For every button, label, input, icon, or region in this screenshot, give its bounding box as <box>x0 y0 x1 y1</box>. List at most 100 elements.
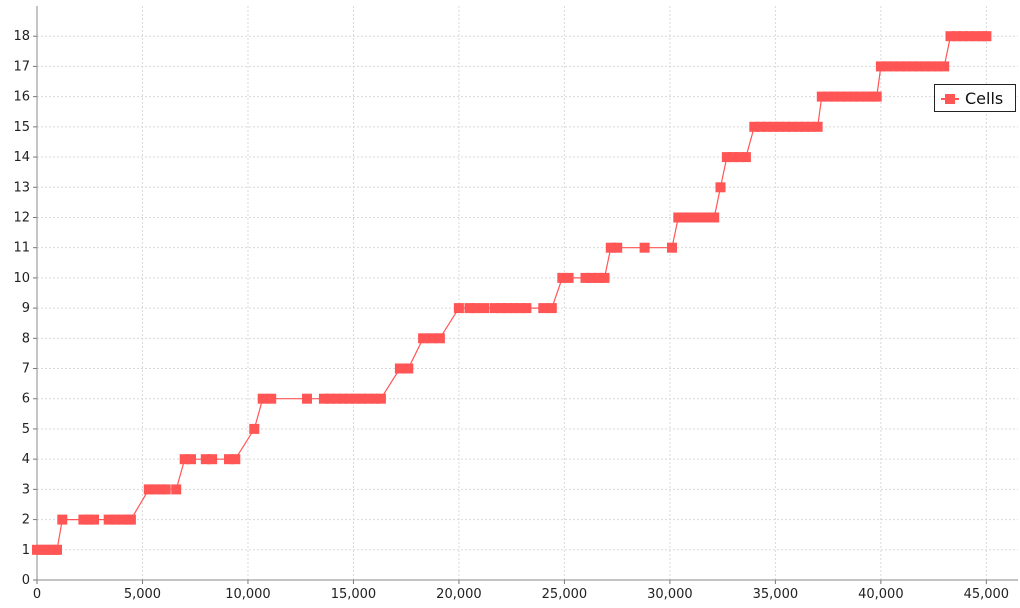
data-point-29 <box>302 393 312 404</box>
data-point-66 <box>667 242 677 253</box>
x-tick-label: 30,000 <box>647 587 693 602</box>
data-point-86 <box>793 121 804 132</box>
data-point-40 <box>394 363 405 374</box>
data-point-110 <box>939 61 950 72</box>
data-point-114 <box>964 31 975 42</box>
data-point-74 <box>715 182 726 193</box>
data-point-85 <box>787 121 798 132</box>
data-point-83 <box>774 121 785 132</box>
x-tick-label: 45,000 <box>964 587 1010 602</box>
y-tick-label: 14 <box>13 150 30 165</box>
data-point-107 <box>920 61 931 72</box>
x-tick-label: 20,000 <box>436 587 482 602</box>
data-point-6 <box>57 514 68 525</box>
legend-label-cells: Cells <box>965 89 1004 108</box>
data-point-45 <box>453 303 464 314</box>
data-point-16 <box>150 484 161 495</box>
data-point-79 <box>749 121 760 132</box>
y-tick-label: 0 <box>22 573 30 588</box>
data-point-12 <box>116 514 127 525</box>
legend: Cells <box>934 84 1016 112</box>
data-point-21 <box>186 454 196 465</box>
data-point-106 <box>913 61 924 72</box>
y-tick-label: 18 <box>13 29 30 44</box>
data-point-33 <box>337 393 348 404</box>
data-point-100 <box>875 61 886 72</box>
data-point-7 <box>78 514 89 525</box>
data-point-95 <box>848 91 859 102</box>
data-point-94 <box>842 91 853 102</box>
data-point-82 <box>768 121 779 132</box>
data-point-59 <box>580 272 591 283</box>
data-point-14 <box>125 514 136 525</box>
data-point-62 <box>599 272 610 283</box>
y-tick-label: 9 <box>22 301 30 316</box>
legend-square-marker <box>945 94 955 104</box>
y-tick-label: 4 <box>22 452 30 467</box>
data-point-41 <box>403 363 414 374</box>
data-point-49 <box>489 303 500 314</box>
data-point-28 <box>266 393 277 404</box>
data-point-25 <box>230 454 241 465</box>
data-point-117 <box>981 31 992 42</box>
data-point-43 <box>426 333 437 344</box>
data-point-108 <box>926 61 937 72</box>
data-point-48 <box>479 303 490 314</box>
data-point-60 <box>586 272 597 283</box>
x-tick-label: 5,000 <box>124 587 161 602</box>
data-point-10 <box>103 514 114 525</box>
x-tick-label: 10,000 <box>225 587 271 602</box>
data-point-75 <box>721 152 732 163</box>
y-tick-label: 2 <box>22 513 30 528</box>
data-point-19 <box>171 484 182 495</box>
data-point-70 <box>692 212 703 223</box>
data-point-67 <box>673 212 684 223</box>
y-tick-label: 13 <box>13 180 30 195</box>
data-point-50 <box>496 303 507 314</box>
data-point-109 <box>932 61 943 72</box>
data-point-9 <box>89 514 99 525</box>
series-cells <box>32 31 992 555</box>
data-point-64 <box>612 242 623 253</box>
data-point-69 <box>686 212 696 223</box>
data-point-57 <box>557 272 568 283</box>
data-point-46 <box>464 303 475 314</box>
y-tick-label: 12 <box>13 210 30 225</box>
data-point-115 <box>970 31 981 42</box>
data-point-31 <box>325 393 336 404</box>
data-point-81 <box>761 121 772 132</box>
data-point-97 <box>861 91 872 102</box>
data-point-92 <box>829 91 840 102</box>
data-point-89 <box>812 121 823 132</box>
data-point-55 <box>538 303 549 314</box>
data-point-96 <box>854 91 865 102</box>
data-point-99 <box>871 91 882 102</box>
y-tick-label: 11 <box>13 241 30 256</box>
x-tick-label: 25,000 <box>542 587 588 602</box>
y-tick-label: 5 <box>22 422 30 437</box>
data-point-68 <box>679 212 690 223</box>
data-point-112 <box>951 31 962 42</box>
data-point-76 <box>728 152 739 163</box>
data-point-78 <box>740 152 751 163</box>
data-point-22 <box>200 454 211 465</box>
y-tick-label: 15 <box>13 120 30 135</box>
x-tick-label: 0 <box>33 587 41 602</box>
data-point-71 <box>698 212 709 223</box>
data-point-113 <box>958 31 969 42</box>
data-point-42 <box>418 333 429 344</box>
data-point-34 <box>344 393 355 404</box>
data-point-87 <box>799 121 810 132</box>
data-point-65 <box>639 242 650 253</box>
y-tick-label: 6 <box>22 392 30 407</box>
y-tick-label: 3 <box>22 482 30 497</box>
data-point-101 <box>882 61 893 72</box>
y-tick-label: 10 <box>13 271 30 286</box>
data-point-80 <box>755 121 766 132</box>
data-point-5 <box>52 544 62 555</box>
data-point-91 <box>823 91 834 102</box>
y-tick-label: 7 <box>22 362 30 377</box>
data-point-103 <box>894 61 905 72</box>
series-line-0 <box>37 35 987 551</box>
